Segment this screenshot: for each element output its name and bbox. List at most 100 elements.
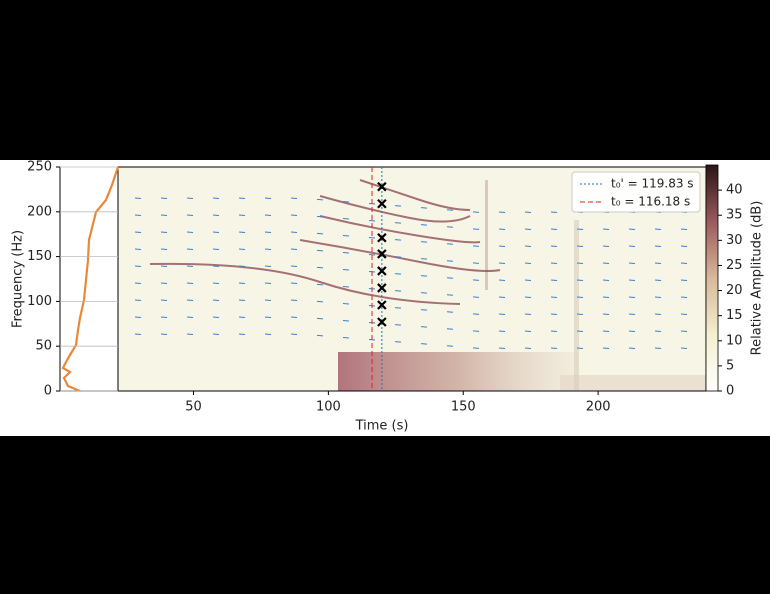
legend	[571, 171, 701, 213]
ridge-dash	[316, 283, 324, 286]
ridge-dash	[524, 313, 532, 315]
ridge-dash	[550, 330, 558, 332]
x-marker	[377, 198, 387, 209]
ridge-dash	[602, 262, 610, 264]
ridge-dash	[498, 262, 506, 264]
ridge-dash	[160, 231, 168, 233]
ridge-dash	[524, 347, 532, 349]
y-tick-label: 200	[27, 204, 52, 219]
ridge-dash	[160, 214, 168, 216]
ridge-dash	[316, 300, 324, 303]
ridge-dash	[550, 228, 558, 230]
ridge-dash	[238, 214, 246, 216]
colorbar	[705, 164, 719, 392]
ridge-dash	[238, 248, 246, 250]
ridge-dash	[238, 197, 246, 199]
ridge-dash	[576, 347, 584, 349]
ridge-dash	[160, 282, 168, 284]
ridge-dash	[446, 328, 454, 330]
ridge-dash	[498, 347, 506, 349]
ridge-dash	[316, 266, 324, 269]
ridge-dash	[498, 245, 506, 247]
ridge-dash	[680, 347, 688, 349]
ridge-dash	[472, 330, 480, 332]
ridge-dash	[394, 239, 402, 241]
ridge-dash	[576, 245, 584, 247]
ridge-dash	[420, 309, 428, 311]
ridge-dash	[134, 248, 142, 250]
ridge-dash	[576, 262, 584, 264]
ridge-dash	[186, 197, 194, 199]
ridge-dash	[654, 279, 662, 281]
ridge-dash	[160, 333, 168, 335]
legend-label: t₀ = 116.18 s	[611, 195, 690, 209]
ridge-dash	[212, 299, 220, 301]
ridge-dash	[446, 294, 454, 296]
ridge-dash	[186, 282, 194, 284]
ridge-dash	[394, 273, 402, 275]
ridge-dash	[680, 313, 688, 315]
ridge-dash	[264, 316, 272, 318]
ridge-dash	[602, 347, 610, 349]
ridge-dash	[446, 243, 454, 245]
ridge-dash	[472, 211, 480, 213]
ridge-dash	[446, 260, 454, 262]
ridge-dash	[212, 214, 220, 216]
colorbar-tick-label: 10	[726, 333, 743, 348]
ridge-dash	[628, 296, 636, 298]
ridge-dash	[602, 228, 610, 230]
ridge-dash	[290, 333, 298, 335]
ridge-dash	[368, 254, 376, 256]
ridge-dash	[550, 245, 558, 247]
ridge-dash	[212, 265, 220, 267]
ridge-dash	[134, 197, 142, 199]
ridge-dash	[238, 282, 246, 284]
ridge-dash	[342, 336, 350, 339]
ridge-dash	[420, 292, 428, 294]
ridge-dash	[446, 311, 454, 313]
ridge-dash	[498, 313, 506, 315]
ridge-dash	[602, 245, 610, 247]
ridge-dash	[472, 347, 480, 349]
ridge-dash	[524, 330, 532, 332]
ridge-dash	[238, 316, 246, 318]
ridge-dash	[264, 333, 272, 335]
ridge-dash	[628, 347, 636, 349]
ridge-dash	[316, 198, 324, 201]
ridge-dash	[472, 262, 480, 264]
ridge-dash	[316, 317, 324, 320]
ridge-dash	[576, 296, 584, 298]
ridge-dash	[576, 313, 584, 315]
ridge-dash	[316, 232, 324, 235]
ridge-dash	[368, 220, 376, 222]
ridge-dash	[498, 228, 506, 230]
ridge-dash	[576, 228, 584, 230]
ridge-dash	[290, 197, 298, 199]
colorbar-label: Relative Amplitude (dB)	[750, 201, 765, 356]
colorbar-tick-label: 0	[726, 384, 734, 399]
ridge-dash	[290, 265, 298, 267]
ridge-dash	[680, 330, 688, 332]
ridge-dash	[550, 296, 558, 298]
ridge-dash	[160, 316, 168, 318]
x-marker	[377, 300, 387, 310]
ridge-dash	[524, 228, 532, 230]
ridge-dash	[654, 347, 662, 349]
y-tick-label: 250	[27, 160, 52, 175]
legend-label: t₀' = 119.83 s	[611, 177, 694, 191]
ridge-dash	[264, 299, 272, 301]
ridge-dash	[394, 290, 402, 292]
x-marker	[377, 233, 387, 243]
ridge-dash	[498, 279, 506, 281]
ridge-dash	[134, 299, 142, 301]
ridge-dash	[446, 209, 454, 211]
ridge-dash	[264, 265, 272, 267]
ridge-dash	[654, 313, 662, 315]
ridge-dash	[576, 330, 584, 332]
ridge-dash	[550, 347, 558, 349]
ridge-dash	[394, 205, 402, 207]
ridge-dash	[394, 307, 402, 309]
ridge-dash	[290, 231, 298, 233]
ridge-dash	[602, 279, 610, 281]
ridge-dash	[394, 324, 402, 326]
